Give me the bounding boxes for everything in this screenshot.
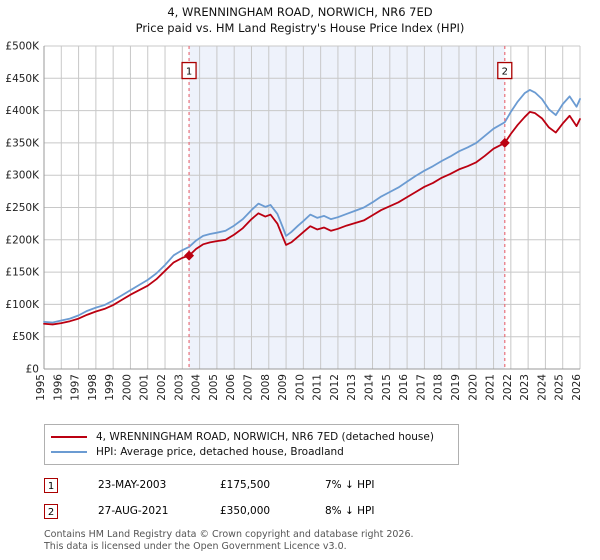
title-line-1: 4, WRENNINGHAM ROAD, NORWICH, NR6 7ED [167,5,433,19]
transaction-delta-1: 7% ↓ HPI [325,479,375,491]
x-axis-tick-label: 2017 [415,374,427,401]
y-axis-tick-label: £500K [5,41,40,53]
x-axis-tick-label: 2022 [502,374,514,401]
y-axis-tick-label: £450K [5,73,40,85]
transaction-marker-number: 1 [186,67,192,78]
x-axis-tick-label: 2007 [242,374,254,401]
x-axis-tick-label: 2023 [519,374,531,401]
transaction-date-1: 23-MAY-2003 [98,479,167,491]
x-axis-tick-label: 2001 [139,374,151,401]
transaction-badge-2: 2 [44,503,58,519]
x-axis-tick-label: 1998 [87,374,99,401]
x-axis-tick-label: 2015 [381,374,393,401]
y-axis-tick-label: £0 [26,364,39,376]
legend-label-price-paid: 4, WRENNINGHAM ROAD, NORWICH, NR6 7ED (d… [96,430,434,443]
y-axis-tick-label: £150K [5,267,40,279]
footer-line-1: Contains HM Land Registry data © Crown c… [44,529,414,540]
x-axis-tick-label: 1995 [35,374,47,401]
chart-canvas: £0 £50K £100K £150K £200K £250K £300K £350K £400… [5,41,583,401]
page-title: 4, WRENNINGHAM ROAD, NORWICH, NR6 7ED Pr… [0,4,600,36]
table-row: 2 27-AUG-2021 £350,000 8% ↓ HPI [44,498,494,524]
legend-item-hpi: HPI: Average price, detached house, Broa… [51,444,452,459]
hpi-chart: £0 £50K £100K £150K £200K £250K £300K £350K £400… [5,41,583,401]
legend-item-price-paid: 4, WRENNINGHAM ROAD, NORWICH, NR6 7ED (d… [51,429,452,444]
transaction-price-2: £350,000 [220,505,271,517]
x-axis-tick-label: 2011 [312,374,324,401]
x-axis-tick-label: 2009 [277,374,289,401]
y-axis-tick-label: £350K [5,137,40,149]
transaction-marker-number: 2 [502,67,508,78]
x-axis-tick-label: 2013 [346,374,358,401]
y-axis-tick-label: £400K [5,105,40,117]
x-axis-tick-label: 2024 [536,374,548,401]
x-axis-tick-label: 2026 [571,374,583,401]
title-line-2: Price paid vs. HM Land Registry's House … [135,21,465,35]
x-axis-tick-label: 2012 [329,374,341,401]
x-axis-tick-label: 2014 [364,374,376,401]
transaction-marker-box [181,61,197,80]
x-axis-tick-label: 2005 [208,374,220,401]
legend-swatch-hpi [51,450,87,453]
x-axis-tick-label: 2021 [485,374,497,401]
transaction-delta-2: 8% ↓ HPI [325,505,375,517]
x-axis-tick-label: 2004 [191,374,203,401]
x-axis-tick-label: 2000 [121,374,133,401]
x-axis-tick-label: 2002 [156,374,168,401]
transaction-point [499,137,510,148]
transaction-point [184,250,195,261]
x-axis-tick-label: 1997 [70,374,82,401]
x-axis-tick-label: 1999 [104,374,116,401]
y-axis-tick-label: £250K [5,202,40,214]
x-axis-tick-label: 2003 [173,374,185,401]
x-axis-tick-label: 2019 [450,374,462,401]
x-axis-tick-label: 2010 [294,374,306,401]
chart-legend: 4, WRENNINGHAM ROAD, NORWICH, NR6 7ED (d… [44,424,459,465]
license-footer: Contains HM Land Registry data © Crown c… [44,529,564,552]
legend-swatch-price-paid [51,435,87,438]
table-row: 1 23-MAY-2003 £175,500 7% ↓ HPI [44,472,494,498]
x-axis-tick-label: 2006 [225,374,237,401]
transaction-date-2: 27-AUG-2021 [98,505,169,517]
x-axis-tick-label: 2008 [260,374,272,401]
y-axis-tick-label: £300K [5,170,40,182]
x-axis-tick-label: 2016 [398,374,410,401]
transaction-marker-box [497,61,513,80]
x-axis-tick-label: 2018 [433,374,445,401]
legend-label-hpi: HPI: Average price, detached house, Broa… [96,445,344,458]
x-axis-tick-label: 1996 [52,374,64,401]
transaction-badge-1: 1 [44,477,58,493]
y-axis-tick-label: £50K [12,331,40,343]
x-axis-tick-label: 2020 [467,374,479,401]
y-axis-tick-label: £100K [5,299,40,311]
footer-line-2: This data is licensed under the Open Gov… [44,540,347,552]
y-axis-tick-label: £200K [5,234,40,246]
transactions-table: 1 23-MAY-2003 £175,500 7% ↓ HPI 2 27-AUG… [44,472,494,524]
transaction-price-1: £175,500 [220,479,271,491]
series-price-paid [43,110,581,326]
series-hpi [43,89,581,324]
x-axis-tick-label: 2025 [554,374,566,401]
